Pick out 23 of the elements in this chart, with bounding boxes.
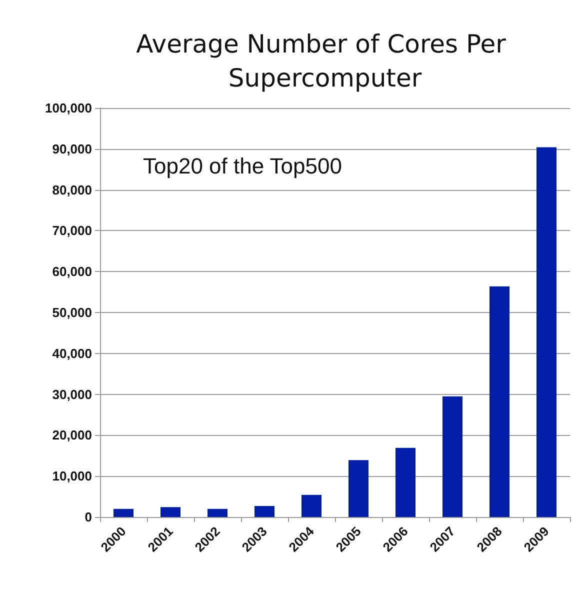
- bar: [114, 508, 134, 517]
- bar: [396, 448, 416, 517]
- bar: [302, 494, 322, 517]
- y-tick-label: 80,000: [52, 182, 92, 198]
- y-tick-label: 20,000: [52, 428, 92, 443]
- bar: [208, 508, 228, 517]
- bar: [348, 460, 368, 517]
- bar: [254, 506, 274, 517]
- bar: [490, 286, 510, 517]
- y-tick-label: 50,000: [52, 305, 92, 320]
- y-tick-label: 10,000: [52, 468, 92, 484]
- bar: [160, 507, 180, 517]
- y-tick-label: 100,000: [45, 100, 92, 116]
- y-tick-label: 0: [84, 510, 92, 524]
- bar: [442, 396, 462, 517]
- y-tick-label: 40,000: [52, 346, 92, 361]
- y-tick-label: 90,000: [52, 141, 92, 156]
- y-tick-label: 30,000: [52, 386, 92, 402]
- y-tick-label: 60,000: [52, 264, 92, 280]
- y-tick-label: 70,000: [52, 223, 92, 238]
- chart-title: Average Number of Cores Per Supercomputer: [136, 30, 514, 92]
- annotation: Top20 of the Top500: [143, 154, 342, 178]
- bar: [536, 147, 556, 517]
